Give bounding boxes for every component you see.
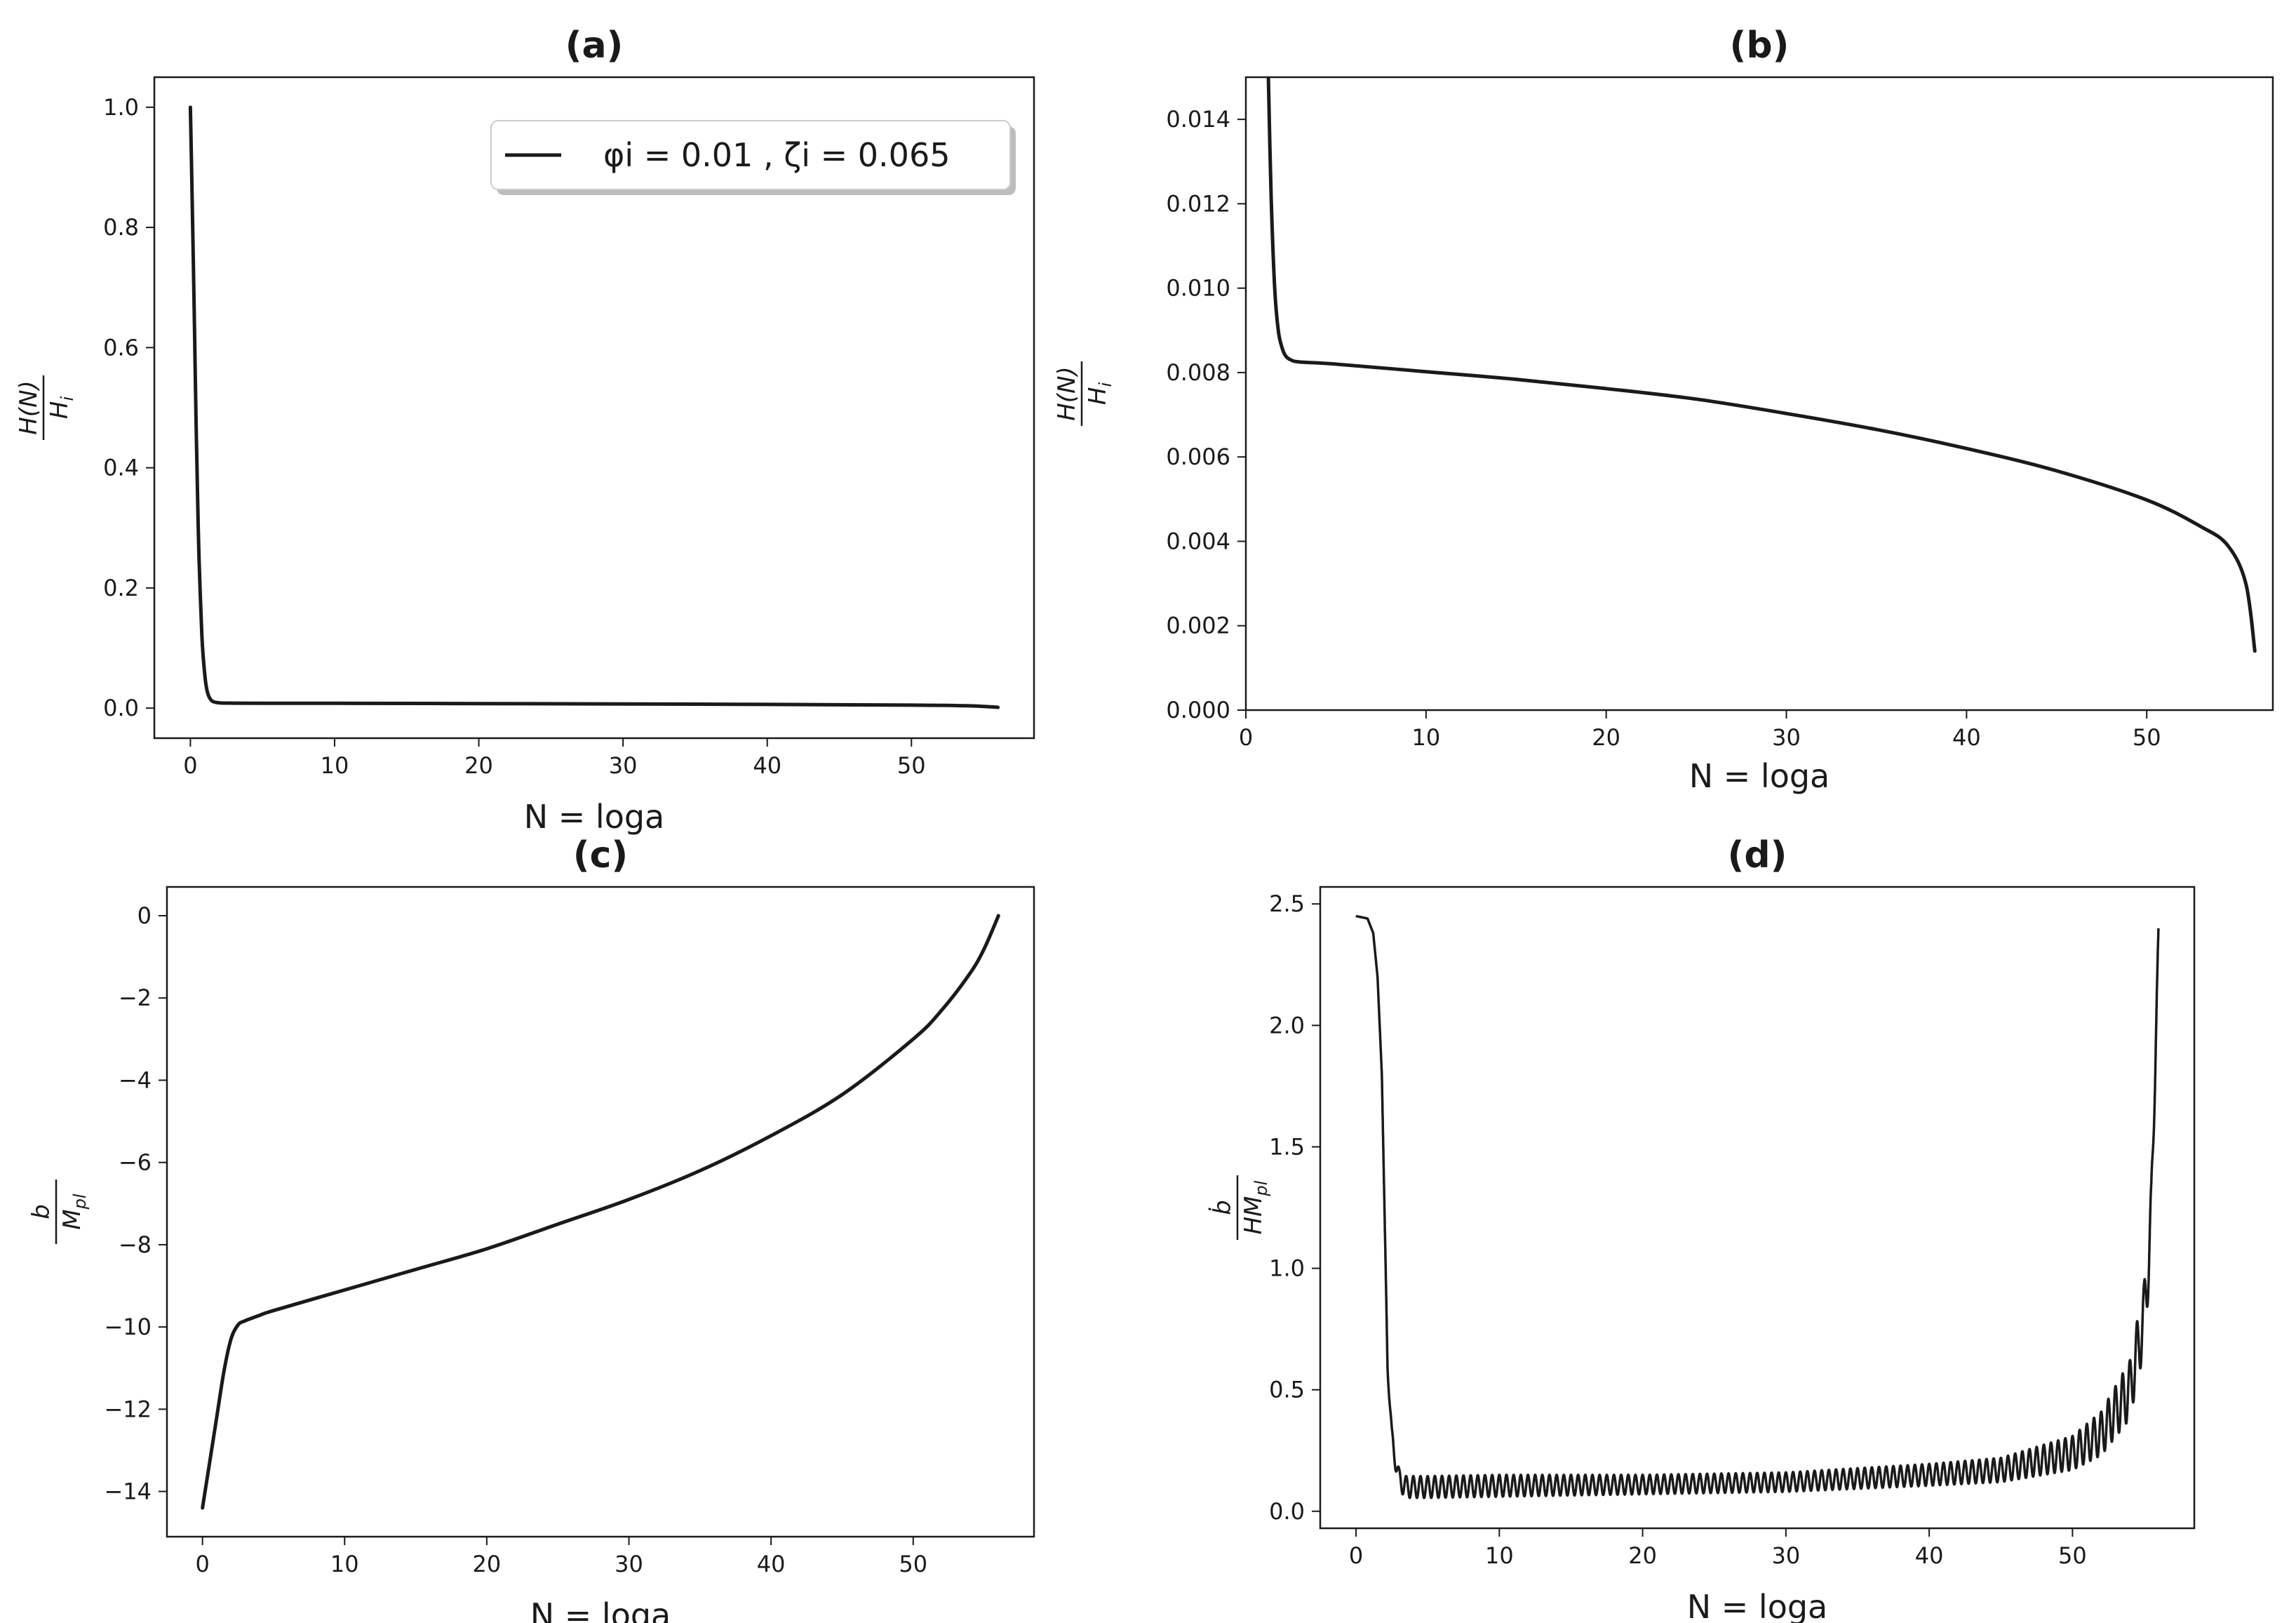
x-tick-label: 20 bbox=[1628, 1542, 1657, 1569]
y-tick-label: −2 bbox=[119, 984, 152, 1011]
series-area bbox=[1355, 914, 2160, 1500]
plot-frame bbox=[166, 886, 1035, 1538]
series-line bbox=[1355, 914, 2160, 1500]
y-tick-label: −4 bbox=[119, 1067, 152, 1093]
y-tick-label: 1.5 bbox=[1269, 1133, 1305, 1160]
y-tick-label: 0.014 bbox=[1166, 106, 1230, 133]
x-tick-label: 40 bbox=[1952, 724, 1981, 751]
panel-b: (b) 0 10 20 30 40 50 0.000 0.002 0.004 0.006 0.008 0… bbox=[1053, 25, 2274, 795]
x-tick-label: 50 bbox=[897, 752, 926, 779]
y-tick-label: 0.006 bbox=[1166, 443, 1230, 470]
x-tick-label: 0 bbox=[1239, 724, 1253, 751]
y-tick-label: 0.008 bbox=[1166, 359, 1230, 386]
x-tick-label: 30 bbox=[1771, 1542, 1800, 1569]
series-area bbox=[1266, 77, 2257, 653]
x-axis-label: N = loga bbox=[1687, 1588, 1828, 1623]
y-tick-label: 0.2 bbox=[103, 575, 139, 601]
y-tick-label: 1.0 bbox=[1269, 1255, 1305, 1282]
series-line bbox=[1266, 77, 2257, 653]
series-line bbox=[201, 914, 1000, 1510]
y-tick-label: −10 bbox=[104, 1314, 152, 1340]
y-label-numerator: H(N) bbox=[1053, 366, 1081, 421]
y-tick-label: 2.5 bbox=[1269, 890, 1305, 917]
x-tick-label: 30 bbox=[615, 1551, 643, 1577]
y-tick-label: −12 bbox=[104, 1396, 152, 1422]
series-line bbox=[188, 105, 1000, 709]
y-tick-label: 0.0 bbox=[1269, 1498, 1305, 1525]
y-tick-label: 0.4 bbox=[103, 455, 139, 481]
x-tick-label: 10 bbox=[1485, 1542, 1514, 1569]
y-label-numerator: ḃ bbox=[1208, 1200, 1237, 1215]
x-tick-label: 20 bbox=[473, 1551, 502, 1577]
y-axis-label: H(N) Hi bbox=[15, 375, 77, 440]
y-axis-label: b Mpl bbox=[27, 1180, 90, 1244]
x-tick-label: 40 bbox=[757, 1551, 786, 1577]
y-tick-label: 0.5 bbox=[1269, 1377, 1305, 1403]
y-tick-label: 0.004 bbox=[1166, 528, 1230, 554]
panel-a: (a) 0 10 20 30 40 50 0.0 0.2 0.4 0.6 0.8 1.0 N = loga… bbox=[15, 25, 1035, 836]
x-tick-label: 10 bbox=[1411, 724, 1440, 751]
panel-title: (a) bbox=[565, 25, 624, 67]
x-tick-label: 0 bbox=[183, 752, 197, 779]
series-area bbox=[188, 105, 1000, 709]
y-label-denominator: Mpl bbox=[58, 1194, 90, 1230]
x-tick-label: 40 bbox=[1915, 1542, 1944, 1569]
panel-title: (d) bbox=[1728, 834, 1787, 876]
x-tick-label: 50 bbox=[899, 1551, 927, 1577]
y-tick-label: −14 bbox=[104, 1478, 152, 1505]
y-tick-label: 0.012 bbox=[1166, 190, 1230, 217]
y-axis-label: ḃ HMpl bbox=[1208, 1175, 1271, 1240]
x-tick-label: 10 bbox=[330, 1551, 359, 1577]
y-tick-label: 1.0 bbox=[103, 94, 139, 121]
legend-box bbox=[490, 120, 1011, 190]
x-tick-label: 0 bbox=[195, 1551, 209, 1577]
plot-frame bbox=[1244, 76, 2274, 712]
legend: φi = 0.01 , ζi = 0.065 bbox=[490, 120, 1016, 195]
y-tick-label: −6 bbox=[119, 1149, 152, 1176]
x-tick-label: 50 bbox=[2058, 1542, 2087, 1569]
y-label-denominator: Hi bbox=[1084, 382, 1115, 406]
x-axis-label: N = loga bbox=[524, 798, 665, 836]
y-tick-label: 0.6 bbox=[103, 334, 139, 361]
x-axis-label: N = loga bbox=[530, 1596, 671, 1623]
x-tick-label: 50 bbox=[2133, 724, 2161, 751]
x-tick-label: 0 bbox=[1349, 1542, 1363, 1569]
plot-frame bbox=[153, 76, 1035, 740]
panel-title: (c) bbox=[573, 834, 628, 876]
y-label-denominator: HMpl bbox=[1240, 1180, 1271, 1234]
x-tick-label: 40 bbox=[753, 752, 781, 779]
plot-frame bbox=[1319, 886, 2196, 1530]
panel-title: (b) bbox=[1730, 25, 1790, 67]
y-tick-label: 0.010 bbox=[1166, 275, 1230, 302]
y-tick-label: 0.002 bbox=[1166, 613, 1230, 639]
y-tick-label: −8 bbox=[119, 1231, 152, 1258]
x-axis-label: N = loga bbox=[1689, 757, 1830, 795]
x-tick-label: 20 bbox=[1592, 724, 1620, 751]
y-tick-label: 2.0 bbox=[1269, 1012, 1305, 1038]
x-tick-label: 10 bbox=[321, 752, 349, 779]
y-label-numerator: b bbox=[27, 1204, 55, 1220]
panel-d: (d) 0 10 20 30 40 50 0.0 0.5 1.0 1.5 2.0 2.5 N = loga… bbox=[1208, 834, 2196, 1623]
y-tick-label: 0.0 bbox=[103, 695, 139, 721]
x-tick-label: 30 bbox=[1772, 724, 1801, 751]
y-tick-label: 0.8 bbox=[103, 214, 139, 241]
y-tick-label: 0.000 bbox=[1166, 697, 1230, 723]
y-tick-label: 0 bbox=[137, 902, 152, 929]
legend-entry: φi = 0.01 , ζi = 0.065 bbox=[603, 136, 950, 174]
x-tick-label: 30 bbox=[609, 752, 638, 779]
y-axis-label: H(N) Hi bbox=[1053, 361, 1115, 426]
x-tick-label: 20 bbox=[464, 752, 493, 779]
y-label-numerator: H(N) bbox=[15, 380, 43, 435]
series-area bbox=[201, 914, 1000, 1510]
y-label-denominator: Hi bbox=[46, 396, 77, 420]
panel-c: (c) 0 10 20 30 40 50 −14 −12 −10 −8 −6 −4 −2 0 N = loga… bbox=[27, 834, 1035, 1623]
